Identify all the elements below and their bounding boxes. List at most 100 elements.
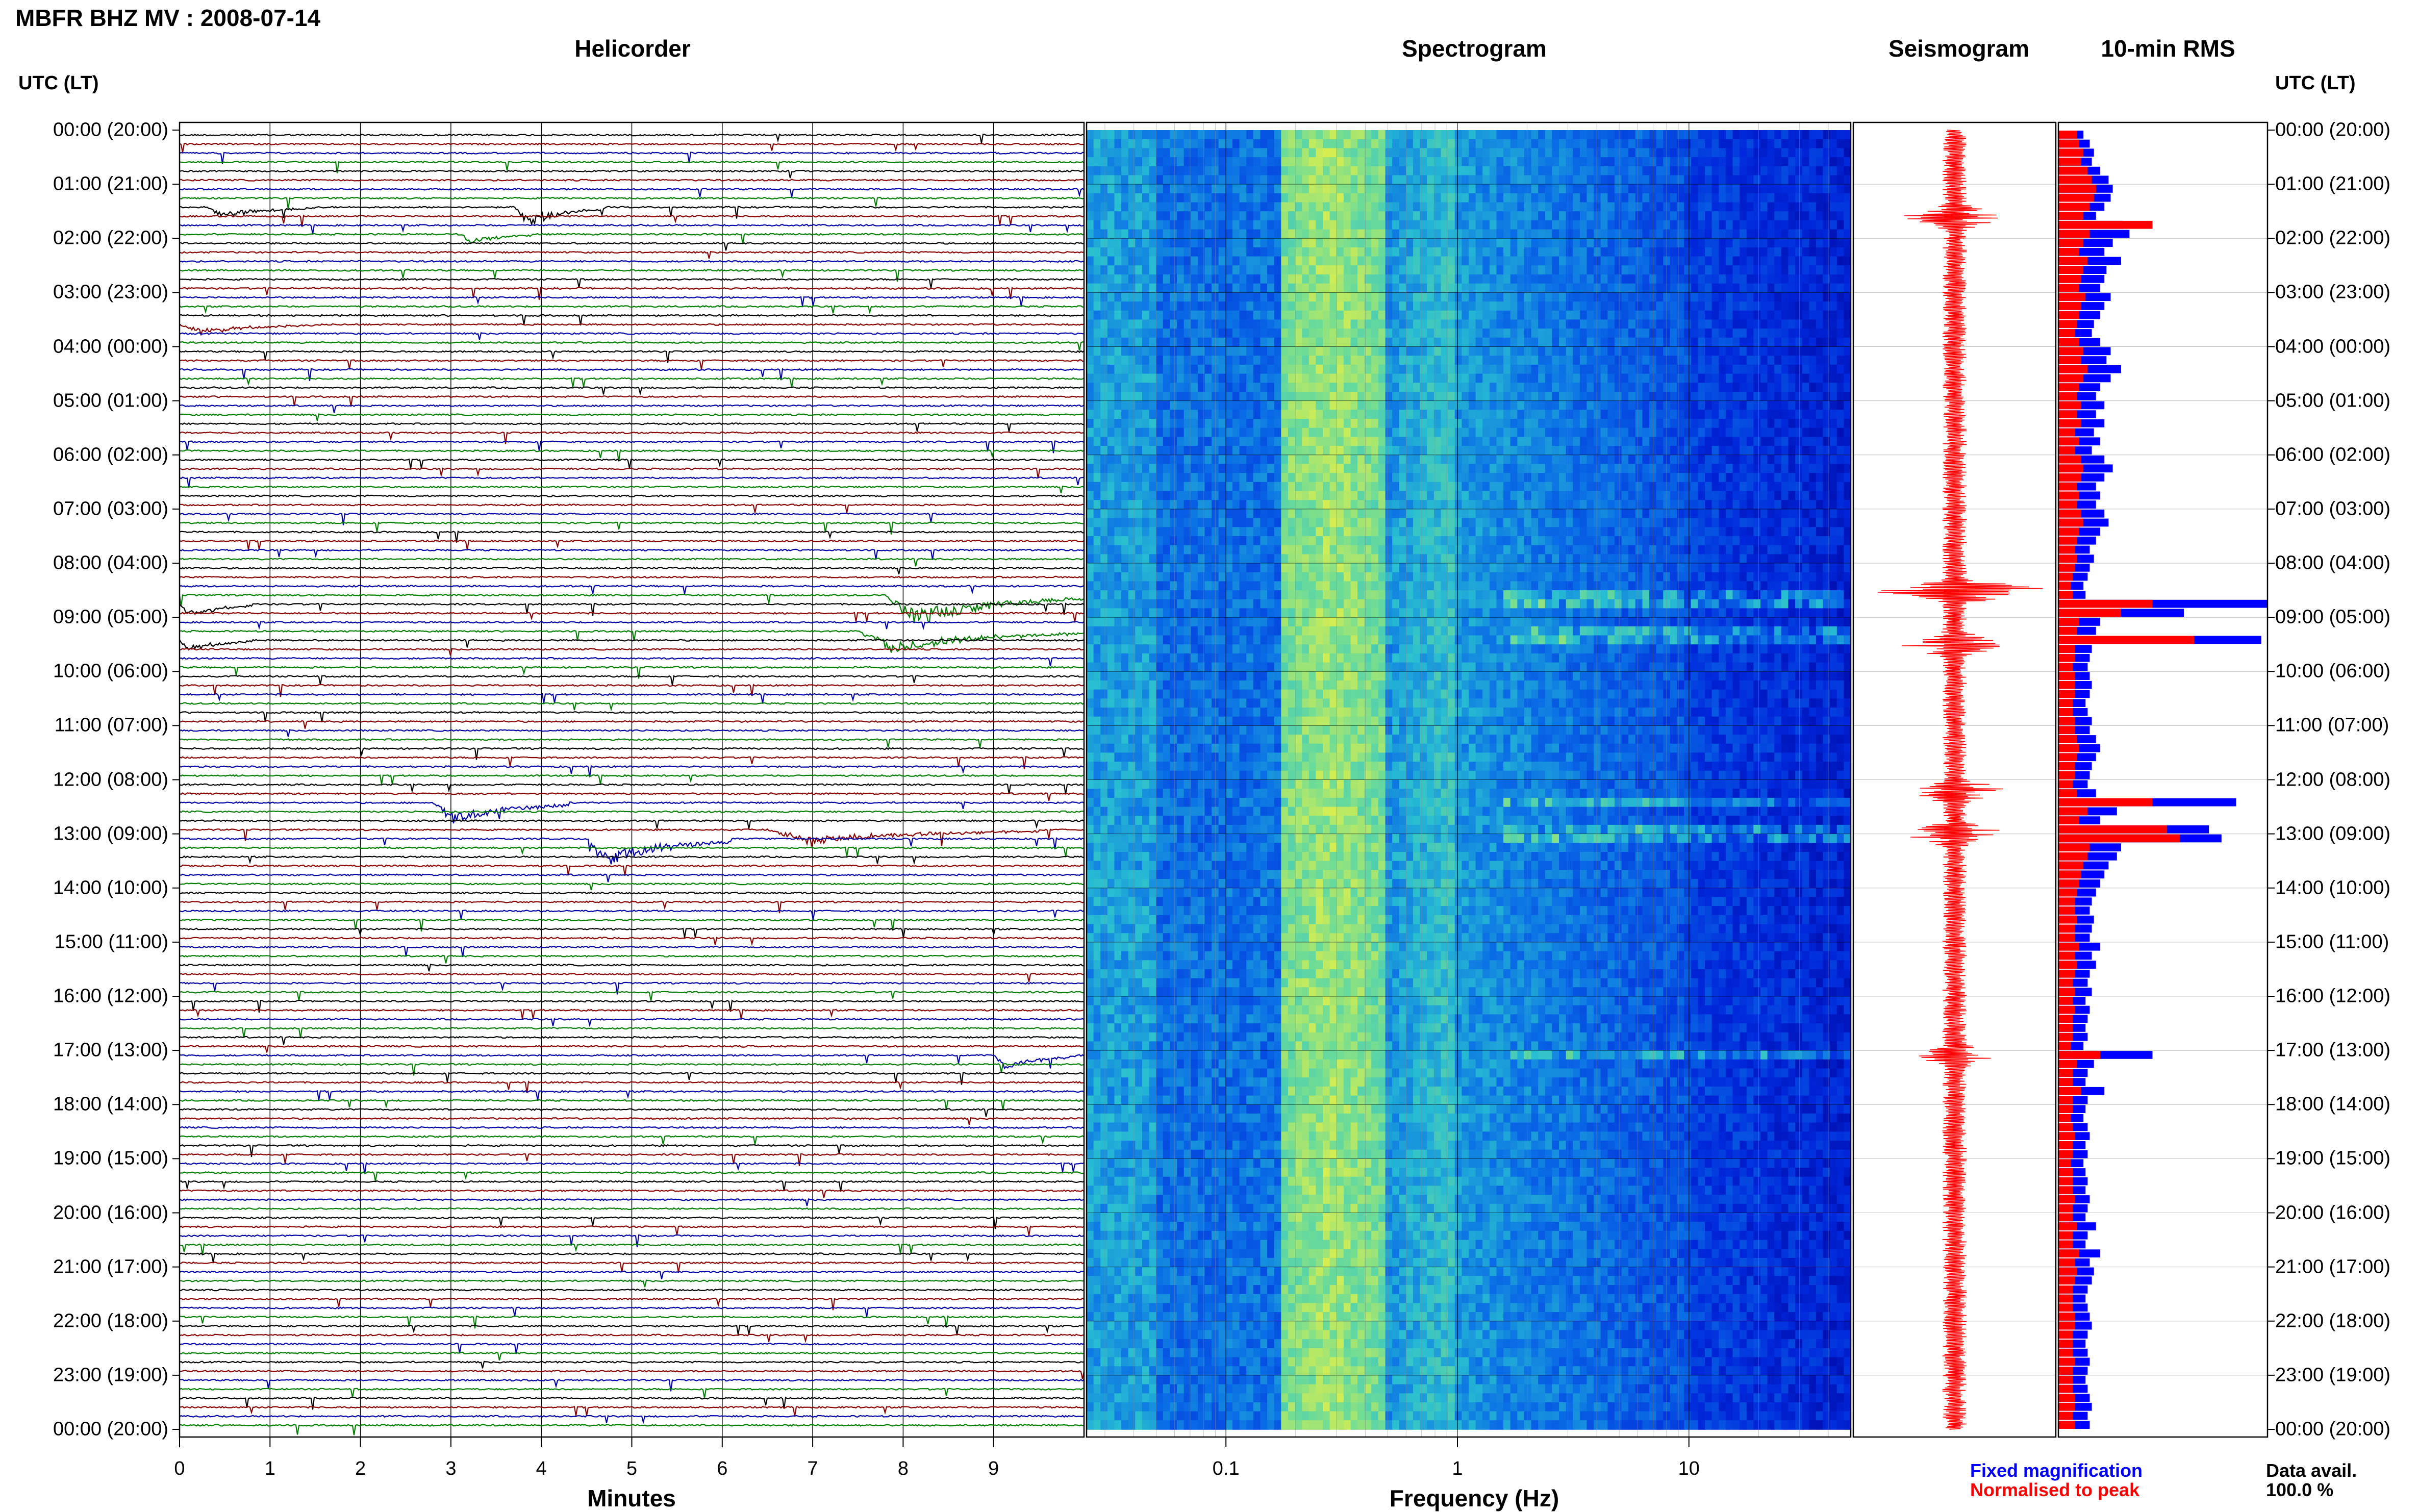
spectrogram-cell	[1455, 247, 1462, 257]
spectrogram-cell	[1733, 166, 1740, 176]
spectrogram-cell	[1316, 139, 1323, 149]
spectrogram-cell	[1684, 184, 1691, 194]
spectrogram-cell	[1330, 265, 1337, 275]
spectrogram-cell	[1316, 157, 1323, 167]
spectrogram-cell	[1524, 374, 1531, 384]
spectrogram-cell	[1135, 374, 1142, 384]
spectrogram-cell	[1566, 437, 1573, 446]
spectrogram-cell	[1844, 428, 1851, 438]
spectrogram-cell	[1323, 455, 1330, 465]
spectrogram-cell	[1594, 184, 1601, 194]
spectrogram-cell	[1128, 301, 1136, 311]
spectrogram-cell	[1844, 356, 1851, 365]
spectrogram-cell	[1378, 220, 1386, 230]
spectrogram-cell	[1816, 319, 1823, 329]
spectrogram-cell	[1115, 292, 1122, 302]
spectrogram-cell	[1733, 175, 1740, 185]
spectrogram-cell	[1135, 130, 1142, 140]
spectrogram-cell	[1378, 203, 1386, 212]
spectrogram-cell	[1274, 230, 1281, 239]
spectrogram-cell	[1566, 130, 1573, 140]
spectrogram-cell	[1156, 356, 1163, 365]
spectrogram-cell	[1107, 509, 1115, 519]
spectrogram-cell	[1198, 166, 1205, 176]
spectrogram-cell	[1448, 446, 1455, 456]
spectrogram-cell	[1232, 166, 1240, 176]
spectrogram-cell	[1809, 428, 1816, 438]
spectrogram-cell	[1607, 247, 1615, 257]
spectrogram-cell	[1246, 311, 1253, 320]
spectrogram-cell	[1816, 365, 1823, 374]
spectrogram-cell	[1135, 437, 1142, 446]
spectrogram-cell	[1517, 230, 1524, 239]
spectrogram-cell	[1740, 383, 1747, 392]
spectrogram-cell	[1594, 274, 1601, 284]
spectrogram-cell	[1684, 482, 1691, 492]
spectrogram-cell	[1482, 139, 1490, 149]
spectrogram-cell	[1163, 383, 1170, 392]
spectrogram-cell	[1719, 500, 1726, 510]
spectrogram-cell	[1267, 292, 1274, 302]
spectrogram-cell	[1302, 130, 1309, 140]
spectrogram-cell	[1392, 464, 1399, 473]
spectrogram-cell	[1837, 410, 1844, 419]
spectrogram-cell	[1802, 338, 1809, 347]
spectrogram-cell	[1719, 509, 1726, 519]
spectrogram-cell	[1705, 274, 1712, 284]
spectrogram-cell	[1469, 274, 1476, 284]
spectrogram-cell	[1816, 419, 1823, 429]
spectrogram-cell	[1580, 491, 1587, 501]
spectrogram-cell	[1531, 509, 1539, 519]
spectrogram-cell	[1274, 238, 1281, 248]
spectrogram-cell	[1663, 301, 1670, 311]
spectrogram-cell	[1573, 311, 1580, 320]
spectrogram-cell	[1344, 211, 1351, 221]
spectrogram-cell	[1121, 482, 1128, 492]
spectrogram-cell	[1524, 265, 1531, 275]
spectrogram-cell	[1100, 410, 1107, 419]
spectrogram-cell	[1121, 338, 1128, 347]
spectrogram-cell	[1392, 437, 1399, 446]
spectrogram-cell	[1670, 292, 1677, 302]
spectrogram-cell	[1809, 446, 1816, 456]
spectrogram-cell	[1344, 238, 1351, 248]
spectrogram-cell	[1253, 329, 1261, 338]
spectrogram-cell	[1386, 175, 1393, 185]
spectrogram-cell	[1392, 383, 1399, 392]
spectrogram-cell	[1205, 166, 1212, 176]
spectrogram-cell	[1107, 319, 1115, 329]
spectrogram-cell	[1295, 292, 1302, 302]
spectrogram-cell	[1240, 356, 1247, 365]
spectrogram-cell	[1559, 274, 1566, 284]
spectrogram-cell	[1115, 401, 1122, 411]
spectrogram-cell	[1413, 356, 1420, 365]
spectrogram-cell	[1281, 193, 1288, 203]
spectrogram-cell	[1371, 292, 1378, 302]
spectrogram-cell	[1768, 319, 1775, 329]
spectrogram-cell	[1149, 230, 1156, 239]
spectrogram-cell	[1219, 265, 1226, 275]
spectrogram-cell	[1830, 356, 1837, 365]
spectrogram-cell	[1267, 509, 1274, 519]
spectrogram-cell	[1760, 203, 1768, 212]
spectrogram-cell	[1670, 301, 1677, 311]
spectrogram-cell	[1337, 166, 1344, 176]
spectrogram-cell	[1774, 365, 1781, 374]
spectrogram-cell	[1420, 410, 1427, 419]
spectrogram-cell	[1386, 220, 1393, 230]
spectrogram-cell	[1594, 347, 1601, 357]
spectrogram-cell	[1386, 509, 1393, 519]
spectrogram-cell	[1191, 518, 1198, 528]
spectrogram-cell	[1594, 383, 1601, 392]
spectrogram-cell	[1462, 166, 1469, 176]
spectrogram-cell	[1295, 437, 1302, 446]
spectrogram-cell	[1823, 437, 1830, 446]
spectrogram-cell	[1733, 301, 1740, 311]
helicorder-trace	[180, 576, 1084, 578]
spectrogram-cell	[1490, 130, 1497, 140]
spectrogram-cell	[1246, 410, 1253, 419]
spectrogram-cell	[1594, 211, 1601, 221]
spectrogram-cell	[1733, 311, 1740, 320]
spectrogram-cell	[1816, 356, 1823, 365]
spectrogram-cell	[1566, 265, 1573, 275]
